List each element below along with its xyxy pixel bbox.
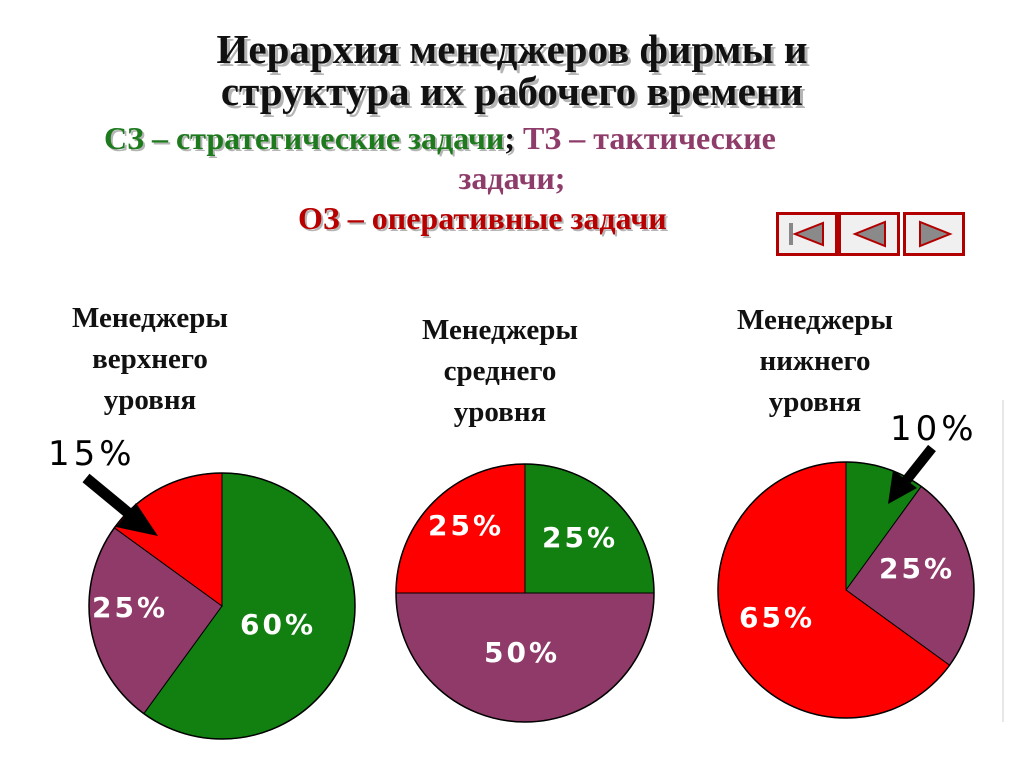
skip-to-start-icon	[789, 221, 824, 247]
title-line-1: Иерархия менеджеров фирмы и	[216, 26, 808, 72]
legend-tactical: ТЗ – тактические	[523, 120, 776, 156]
legend-tactical-cont: задачи;	[458, 160, 566, 196]
chart-3-outline	[717, 461, 975, 719]
chart-2-title: Менеджеры среднего уровня	[380, 310, 620, 433]
chart-3-callout-label: 10%	[890, 409, 978, 449]
chart-2-label-СЗ: 25%	[542, 521, 618, 554]
chart-1-arrow-head	[116, 503, 158, 536]
chart-3-arrow-head	[888, 470, 917, 504]
chart-1-arrow-shaft	[82, 473, 136, 521]
chart-3-title-line-3: уровня	[768, 386, 862, 418]
chart-3-title-line-1: Менеджеры	[736, 304, 894, 336]
chart-2-outline	[395, 463, 655, 723]
chart-3-label-ОЗ: 65%	[739, 601, 815, 634]
legend-line-3: ОЗ – оперативные задачи	[298, 198, 667, 238]
legend-line-1: СЗ – стратегические задачи; ТЗ – тактиче…	[104, 118, 776, 158]
chart-1-title-line-3: уровня	[103, 384, 197, 416]
pie-layer: 60% 25% 25% 50% 25% 25% 65%	[88, 461, 975, 740]
chart-3-title-line-2: нижнего	[759, 345, 871, 377]
chart-2-label-ТЗ: 50%	[484, 636, 560, 669]
legend-strategic: СЗ – стратегические задачи	[104, 120, 505, 156]
triangle-left-icon	[852, 220, 886, 248]
chart-2-title-line-1: Менеджеры	[421, 314, 579, 346]
next-slide-button[interactable]	[903, 212, 965, 256]
chart-1-title-line-2: верхнего	[92, 343, 208, 375]
title-line-2: структура их рабочего времени	[220, 68, 804, 114]
chart-1-callout: 15%	[48, 434, 158, 536]
chart-1-title-line-1: Менеджеры	[71, 302, 229, 334]
first-slide-button[interactable]	[776, 212, 838, 256]
chart-1-label-ТЗ: 25%	[92, 591, 168, 624]
chart-1-label-СЗ: 60%	[240, 608, 316, 641]
previous-slide-button[interactable]	[838, 212, 900, 256]
chart-1-callout-label: 15%	[48, 434, 136, 474]
triangle-right-icon	[919, 220, 953, 248]
chart-3-title: Менеджеры нижнего уровня	[695, 300, 935, 423]
chart-2-label-ОЗ: 25%	[428, 509, 504, 542]
chart-2-title-line-2: среднего	[443, 355, 557, 387]
chart-2-title-line-3: уровня	[453, 396, 547, 428]
chart-1-title: Менеджеры верхнего уровня	[30, 298, 270, 421]
legend-operational: ОЗ – оперативные задачи	[298, 200, 667, 236]
chart-3-callout: 10%	[888, 409, 978, 504]
slide-title: Иерархия менеджеров фирмы и структура их…	[0, 28, 1024, 112]
legend-line-2: задачи;	[0, 158, 1024, 198]
chart-3-arrow-shaft	[901, 444, 936, 486]
legend-separator: ;	[504, 120, 515, 156]
chart-1-outline	[88, 472, 356, 740]
chart-3-label-ТЗ: 25%	[879, 552, 955, 585]
